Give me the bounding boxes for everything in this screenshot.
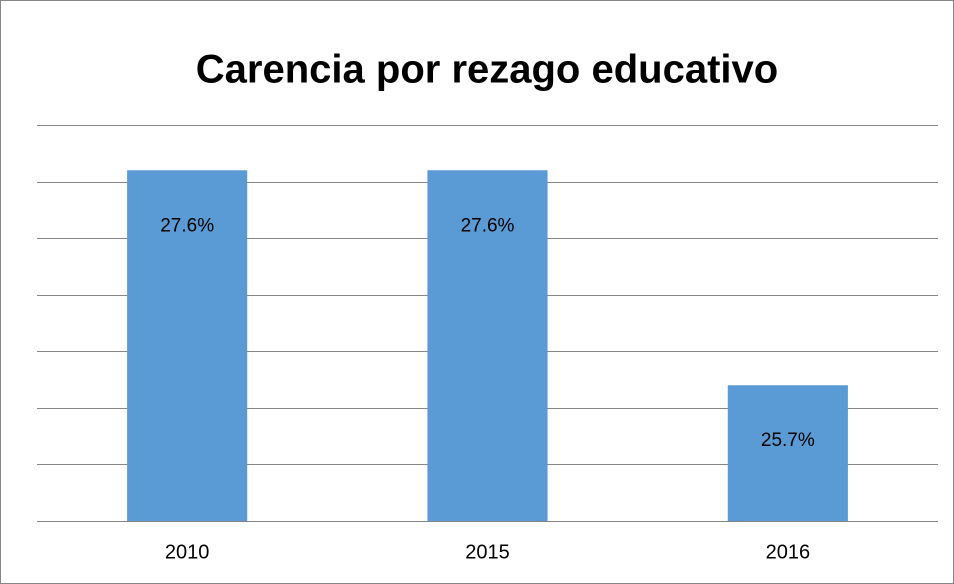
x-tick-label: 2016 (766, 541, 811, 563)
bar (127, 170, 248, 521)
x-tick-label: 2010 (165, 541, 210, 563)
data-label: 27.6% (160, 215, 214, 236)
data-label: 27.6% (461, 215, 515, 236)
x-tick-label: 2015 (465, 541, 510, 563)
bar (727, 385, 848, 521)
chart-title: Carencia por rezago educativo (196, 48, 778, 92)
data-label: 25.7% (761, 430, 815, 451)
bar (427, 170, 548, 521)
